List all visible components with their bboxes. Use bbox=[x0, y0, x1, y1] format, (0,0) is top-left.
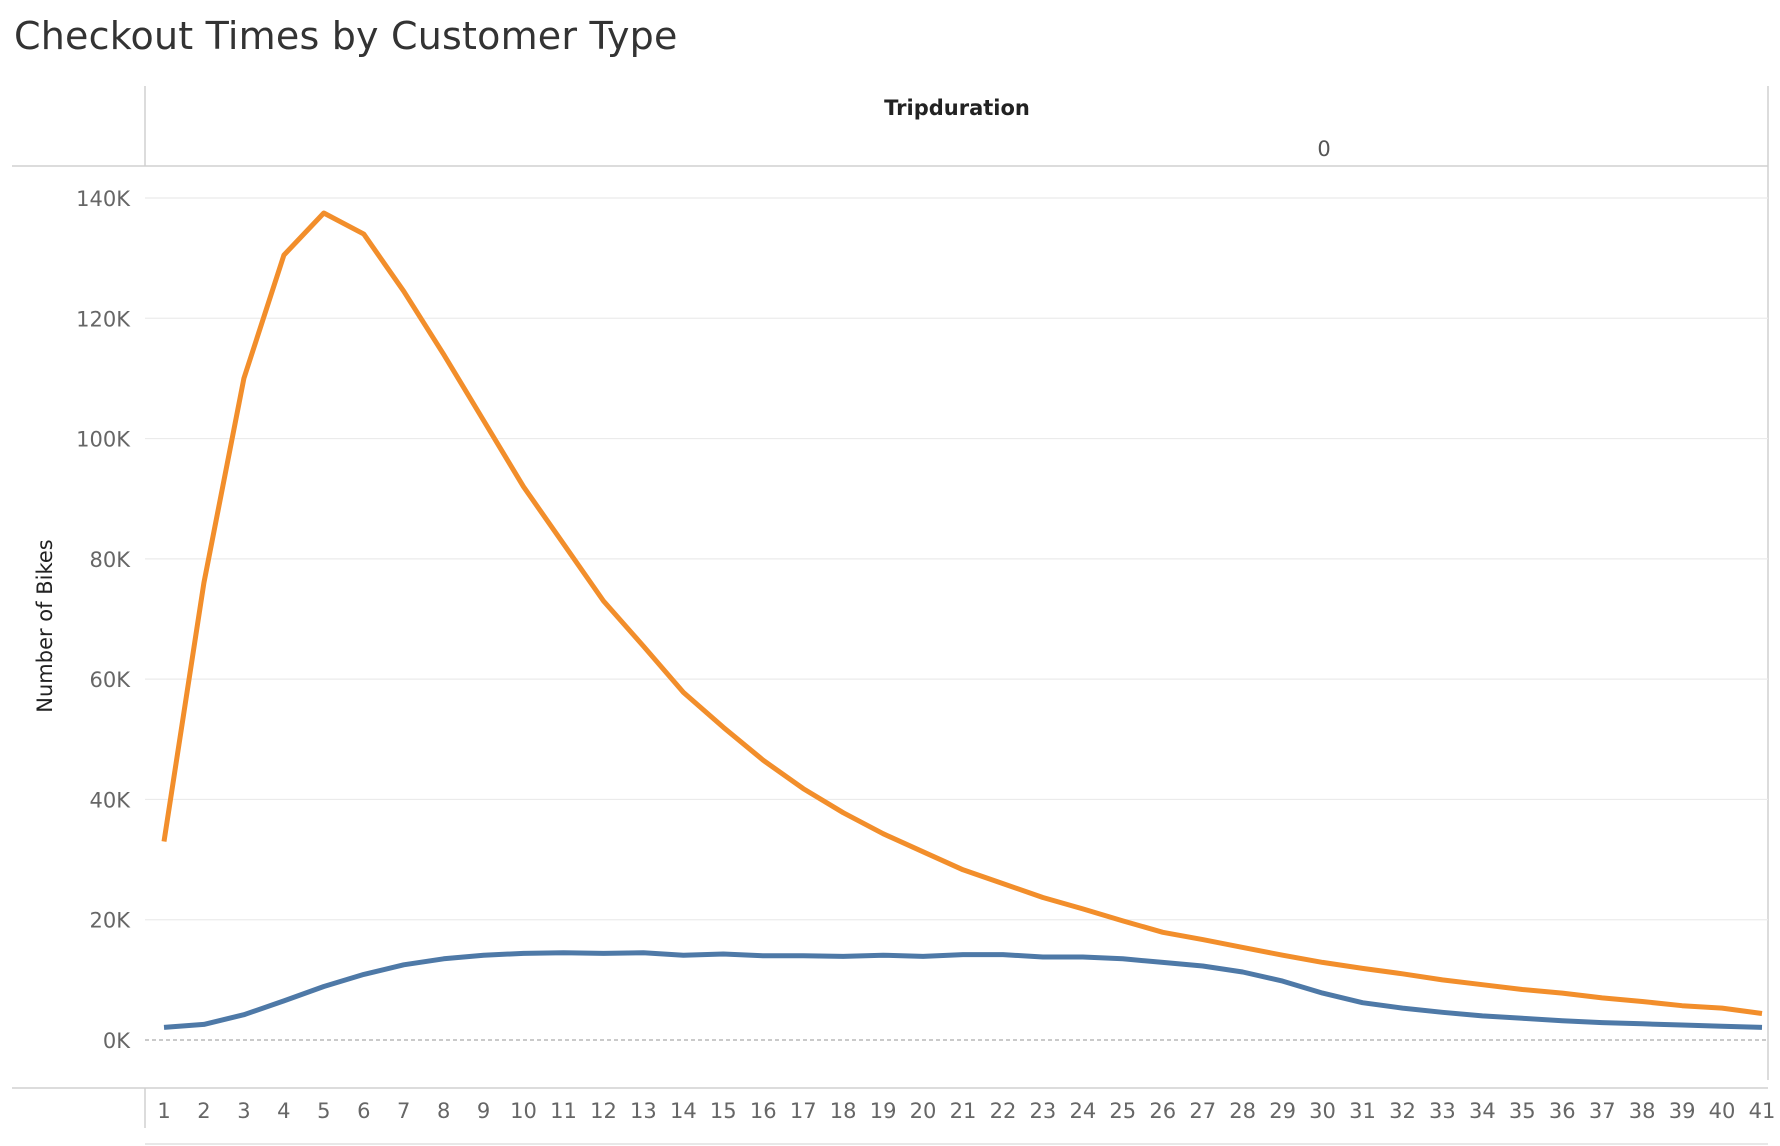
y-tick-label: 0K bbox=[103, 1029, 131, 1053]
x-tick-label: 28 bbox=[1229, 1099, 1256, 1123]
y-tick-label: 140K bbox=[76, 187, 131, 211]
x-tick-label: 25 bbox=[1109, 1099, 1136, 1123]
x-tick-label: 14 bbox=[670, 1099, 697, 1123]
y-tick-label: 120K bbox=[76, 307, 131, 331]
x-tick-label: 13 bbox=[630, 1099, 657, 1123]
x-tick-label: 19 bbox=[870, 1099, 897, 1123]
x-tick-label: 15 bbox=[710, 1099, 737, 1123]
x-tick-label: 5 bbox=[317, 1099, 330, 1123]
y-tick-label: 60K bbox=[90, 668, 132, 692]
chart-title: Checkout Times by Customer Type bbox=[14, 14, 678, 58]
x-tick-label: 38 bbox=[1629, 1099, 1656, 1123]
x-tick-label: 22 bbox=[990, 1099, 1017, 1123]
y-tick-label: 80K bbox=[90, 548, 132, 572]
x-tick-label: 3 bbox=[237, 1099, 250, 1123]
x-tick-label: 18 bbox=[830, 1099, 857, 1123]
x-tick-label: 30 bbox=[1309, 1099, 1336, 1123]
y-axis-title: Number of Bikes bbox=[33, 539, 57, 712]
x-tick-label: 8 bbox=[437, 1099, 450, 1123]
y-axis-ticks: 0K 20K 40K 60K 80K 100K 120K 140K bbox=[76, 187, 131, 1053]
x-tick-label: 32 bbox=[1389, 1099, 1416, 1123]
x-tick-label: 24 bbox=[1069, 1099, 1096, 1123]
x-tick-label: 23 bbox=[1030, 1099, 1057, 1123]
x-tick-label: 2 bbox=[197, 1099, 210, 1123]
x-tick-label: 20 bbox=[910, 1099, 937, 1123]
x-tick-label: 41 bbox=[1749, 1099, 1776, 1123]
column-header-title: Tripduration bbox=[884, 96, 1030, 120]
x-axis-ticks: 1 2 3 4 5 6 7 8 9 10 11 12 13 14 15 16 17 18 19 20 21 22 23 24 2… bbox=[157, 1099, 1775, 1123]
x-tick-label: 37 bbox=[1589, 1099, 1616, 1123]
y-tick-label: 20K bbox=[90, 909, 132, 933]
x-tick-label: 29 bbox=[1269, 1099, 1296, 1123]
series-line-1 bbox=[161, 210, 1763, 1016]
x-tick-label: 7 bbox=[397, 1099, 410, 1123]
x-tick-label: 40 bbox=[1709, 1099, 1736, 1123]
x-tick-label: 17 bbox=[790, 1099, 817, 1123]
x-tick-label: 21 bbox=[950, 1099, 977, 1123]
y-tick-label: 40K bbox=[90, 788, 132, 812]
x-tick-label: 35 bbox=[1509, 1099, 1536, 1123]
x-tick-label: 9 bbox=[477, 1099, 490, 1123]
x-tick-label: 16 bbox=[750, 1099, 777, 1123]
series-lines bbox=[161, 210, 1763, 1030]
x-tick-label: 27 bbox=[1189, 1099, 1216, 1123]
y-tick-label: 100K bbox=[76, 428, 131, 452]
grid-lines bbox=[145, 197, 1768, 1041]
x-tick-label: 6 bbox=[357, 1099, 370, 1123]
x-tick-label: 1 bbox=[157, 1099, 170, 1123]
x-tick-label: 33 bbox=[1429, 1099, 1456, 1123]
x-tick-label: 11 bbox=[550, 1099, 577, 1123]
x-tick-label: 4 bbox=[277, 1099, 290, 1123]
x-tick-label: 36 bbox=[1549, 1099, 1576, 1123]
x-tick-label: 12 bbox=[590, 1099, 617, 1123]
series-line-2 bbox=[163, 950, 1763, 1030]
column-header: Tripduration 0 bbox=[884, 96, 1331, 161]
x-tick-label: 10 bbox=[510, 1099, 537, 1123]
x-tick-label: 26 bbox=[1149, 1099, 1176, 1123]
x-tick-label: 31 bbox=[1349, 1099, 1376, 1123]
column-header-value: 0 bbox=[1317, 137, 1330, 161]
x-tick-label: 34 bbox=[1469, 1099, 1496, 1123]
x-tick-label: 39 bbox=[1669, 1099, 1696, 1123]
